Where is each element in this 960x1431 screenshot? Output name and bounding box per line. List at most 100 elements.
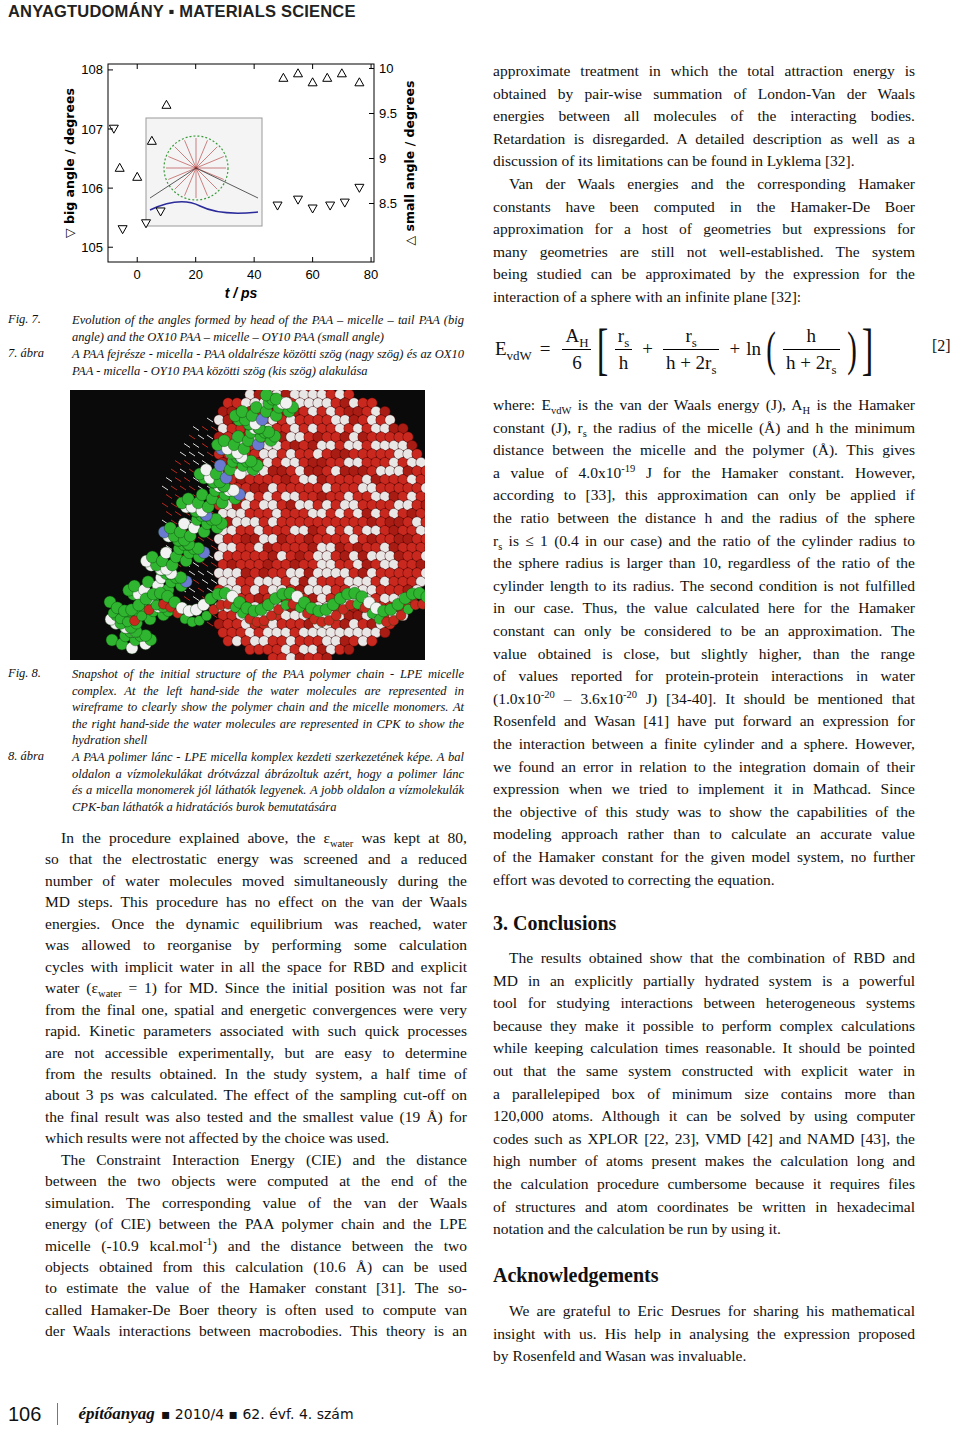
text-line: energies. Once the dynamic equilibrium w… — [45, 913, 467, 934]
text-line: cycles with implicit water in all the sp… — [45, 956, 467, 977]
parenthesis: ) — [847, 325, 857, 373]
y2-tick-label: 9.5 — [379, 106, 397, 121]
inset-spoke — [168, 168, 196, 179]
inset-axis — [150, 168, 196, 198]
superscript: -19 — [621, 463, 635, 474]
water-wire — [198, 452, 204, 456]
data-point — [273, 202, 282, 210]
water-wire — [207, 588, 213, 592]
y-tick-label: 105 — [81, 240, 103, 255]
x-tick — [254, 257, 255, 262]
text-line: approximation for a host of geometries b… — [493, 218, 915, 241]
caption-label: 8. ábra — [8, 749, 44, 764]
snapshot-background — [70, 390, 425, 660]
footer: 106építőanyag▪ 2010/4 ▪ 62. évf. 4. szám — [8, 1400, 354, 1428]
water-wire — [211, 427, 217, 431]
x-tick-label: 60 — [305, 267, 319, 282]
text-line: the interaction between a finite cylinde… — [493, 733, 915, 756]
data-point — [115, 163, 124, 171]
text-line: which results were not affected by the c… — [45, 1127, 467, 1148]
water-wire — [189, 588, 195, 592]
water-atom — [286, 653, 296, 660]
water-wire — [166, 512, 172, 516]
y2-tick — [369, 68, 374, 69]
text-line: by Rosenfeld and Wasan was invaluable. — [493, 1345, 915, 1368]
text-line: CPK-ban láthatók a hidratációs burok bem… — [72, 799, 464, 816]
text-line: Van der Waals energies and the correspon… — [493, 173, 915, 196]
text-line: Retardation is disregarded. A detailed d… — [493, 128, 915, 151]
numerator: AH — [562, 324, 591, 350]
water-atom — [421, 568, 425, 578]
text-line: from the results obtained. In the study … — [45, 1063, 467, 1084]
subscript: s — [498, 541, 502, 552]
text-line: PAA - micella - OY10 PAA közötti szög (k… — [72, 363, 464, 380]
water-wire — [211, 546, 217, 550]
plot-background — [108, 64, 374, 262]
text-line: energy (of CIE) between the PAA polymer … — [45, 1213, 467, 1234]
water-wire — [198, 588, 204, 592]
text-line: the objective of this study was to show … — [493, 801, 915, 824]
data-point — [118, 226, 127, 234]
y2-tick — [369, 158, 374, 159]
inset-spoke — [196, 168, 197, 198]
text-line: number of water molecules moved simultan… — [45, 870, 467, 891]
text-line: many geometries are still not well-estab… — [493, 241, 915, 264]
data-point — [355, 184, 364, 192]
text-line: discussion of its limitations can be fou… — [493, 150, 915, 173]
text-line: hydration shell — [72, 732, 464, 749]
text-line: rs is ≤ 1 (0.4 in our case) and the rati… — [493, 530, 915, 553]
data-point — [294, 69, 303, 77]
text-line: és a micella monomerek jól láthatók legy… — [72, 782, 464, 799]
water-wire — [189, 452, 195, 456]
water-wire — [202, 427, 208, 431]
fraction: rsh + 2rs — [663, 324, 720, 375]
operator: + — [729, 338, 740, 360]
inset-frame — [146, 118, 262, 226]
text-line: a value of 4.0x10-19 J for the Hamaker c… — [493, 462, 915, 485]
text-line: simulation. The corresponding value of t… — [45, 1192, 467, 1213]
water-wire — [166, 495, 172, 499]
water-wire — [171, 469, 177, 473]
snapshot-image — [70, 390, 425, 660]
text-line: Rosenfeld and Wasan [41] have put forwar… — [493, 710, 915, 733]
x-tick — [195, 257, 196, 262]
text-line: the final result was also tested and the… — [45, 1106, 467, 1127]
numerator: rs — [615, 324, 632, 350]
data-marks — [109, 69, 364, 234]
journal-name: építőanyag — [78, 1404, 155, 1424]
equation-number: [2] — [932, 337, 951, 355]
subscript: s — [711, 361, 716, 376]
text-line: the calculation procedure cumbersome bec… — [493, 1173, 915, 1196]
data-point — [294, 196, 303, 204]
water-wire — [198, 571, 204, 575]
plot-frame — [108, 64, 374, 262]
water-wire — [207, 418, 213, 422]
water-atom — [421, 551, 425, 561]
inset-spoke — [196, 147, 217, 168]
data-point — [156, 208, 165, 216]
water-atom — [313, 653, 323, 660]
page: ANYAGTUDOMÁNY ▪ MATERIALS SCIENCE0204060… — [0, 0, 960, 1431]
water-atom — [421, 534, 425, 544]
x-tick-label: 20 — [188, 267, 202, 282]
water-atom — [421, 517, 425, 527]
x-tick-label: 0 — [134, 267, 141, 282]
text-line: (1.0x10-20 – 3.6x10-20 J) [34-40]. It sh… — [493, 688, 915, 711]
text-line: We are grateful to Eric Desrues for shar… — [493, 1300, 915, 1323]
footer-rule — [57, 1403, 58, 1425]
subscript: s — [624, 334, 629, 349]
water-wire — [184, 444, 190, 448]
text-line: A PAA fejrésze - micella - PAA oldalrész… — [72, 346, 464, 363]
text-line: Snapshot of the initial structure of the… — [72, 666, 464, 683]
y-tick-label: 107 — [81, 122, 103, 137]
text-line: high number of atoms present makes the c… — [493, 1150, 915, 1173]
x-tick-top — [254, 64, 255, 69]
water-wire — [184, 597, 190, 601]
water-wire — [207, 537, 213, 541]
x-axis-title: t / ps — [225, 285, 258, 301]
y2-tick-label: 9 — [379, 151, 386, 166]
text-line: approximate treatment in which the total… — [493, 60, 915, 83]
data-point — [340, 199, 349, 207]
water-wire — [211, 563, 217, 567]
text-line: der Waals interactions between macrobodi… — [45, 1320, 467, 1341]
